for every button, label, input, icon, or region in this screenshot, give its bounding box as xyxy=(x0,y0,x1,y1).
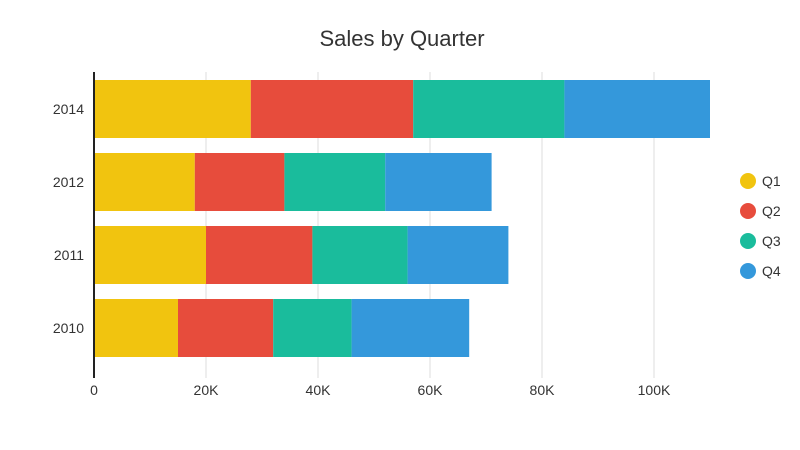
axes: 0 20K 40K 60K 80K 100K 2014 2012 2011 2010 xyxy=(53,72,671,398)
legend-marker-q4[interactable] xyxy=(740,263,756,279)
x-tick-label: 20K xyxy=(194,382,220,398)
bar-q2-2011[interactable] xyxy=(206,226,313,284)
legend-label-q4[interactable]: Q4 xyxy=(762,263,781,279)
legend-marker-q3[interactable] xyxy=(740,233,756,249)
bar-q2-2010[interactable] xyxy=(178,299,274,357)
bar-q1-2012[interactable] xyxy=(94,153,195,211)
x-tick-label: 40K xyxy=(306,382,332,398)
bar-q3-2012[interactable] xyxy=(284,153,386,211)
x-tick-label: 100K xyxy=(638,382,671,398)
y-tick-label: 2010 xyxy=(53,320,84,336)
bar-q2-2012[interactable] xyxy=(194,153,285,211)
bar-q2-2014[interactable] xyxy=(250,80,414,138)
bar-q4-2011[interactable] xyxy=(407,226,509,284)
bar-q3-2014[interactable] xyxy=(413,80,565,138)
chart-title: Sales by Quarter xyxy=(319,26,485,51)
legend-marker-q1[interactable] xyxy=(740,173,756,189)
y-tick-label: 2011 xyxy=(54,247,84,263)
legend-marker-q2[interactable] xyxy=(740,203,756,219)
bar-q3-2011[interactable] xyxy=(312,226,408,284)
x-tick-label: 0 xyxy=(90,382,98,398)
bar-q4-2014[interactable] xyxy=(564,80,710,138)
bar-q4-2012[interactable] xyxy=(385,153,492,211)
x-tick-label: 60K xyxy=(418,382,444,398)
bar-q1-2010[interactable] xyxy=(94,299,178,357)
y-tick-label: 2014 xyxy=(53,101,84,117)
x-tick-label: 80K xyxy=(530,382,556,398)
bars xyxy=(94,80,710,357)
bar-q3-2010[interactable] xyxy=(273,299,352,357)
bar-q4-2010[interactable] xyxy=(351,299,470,357)
legend: Q1 Q2 Q3 Q4 xyxy=(740,173,781,279)
legend-label-q2[interactable]: Q2 xyxy=(762,203,781,219)
bar-q1-2011[interactable] xyxy=(94,226,206,284)
y-tick-label: 2012 xyxy=(53,174,84,190)
legend-label-q3[interactable]: Q3 xyxy=(762,233,781,249)
bar-q1-2014[interactable] xyxy=(94,80,251,138)
legend-label-q1[interactable]: Q1 xyxy=(762,173,781,189)
